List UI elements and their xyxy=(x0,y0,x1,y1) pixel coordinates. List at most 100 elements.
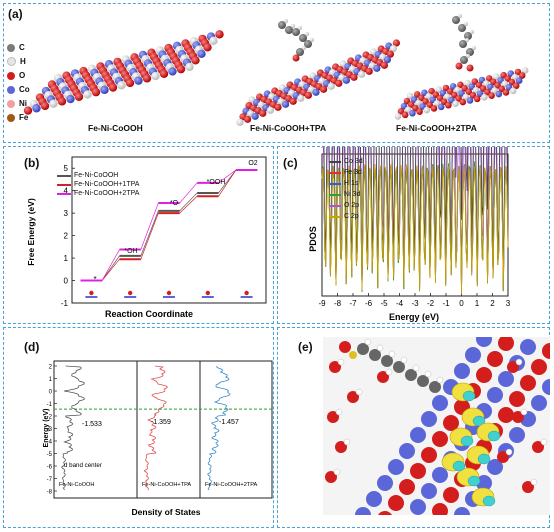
c-legend-h1s-label: H 1s xyxy=(344,180,359,187)
e-hydrogen-atom xyxy=(520,408,528,416)
e-slab-atom xyxy=(498,371,514,387)
slab-c-atom xyxy=(502,89,510,96)
e-hydrogen-atom xyxy=(333,468,341,476)
e-slab-atom xyxy=(421,483,437,499)
e-oxygen-atom xyxy=(325,471,337,483)
slab-c-atom xyxy=(416,108,423,115)
slab-c-atom xyxy=(521,67,529,74)
tpa-b-carbon xyxy=(299,34,307,42)
charge-density-structure xyxy=(323,337,550,515)
slab-a-atom xyxy=(49,99,58,108)
e-slab-atom xyxy=(410,427,426,443)
e-tpa-hydrogen xyxy=(400,356,408,364)
d-annotation: d band center xyxy=(64,462,102,469)
panel-d xyxy=(3,327,274,528)
legend-ni-label: Ni xyxy=(19,99,27,108)
slab-a-atom xyxy=(176,64,186,74)
legend-o-label: O xyxy=(19,71,26,80)
c-curve-c2p xyxy=(321,163,509,295)
tpa-c-carbon xyxy=(460,56,468,64)
e-isosurface-negative xyxy=(462,390,476,402)
e-slab-atom xyxy=(388,459,404,475)
slab-c-atom xyxy=(394,113,402,120)
tpa-c-hydrogen xyxy=(472,46,476,50)
slab-fe-ni-coooh xyxy=(23,30,224,115)
e-oxygen-atom xyxy=(512,411,524,423)
b-ytick-label: 2 xyxy=(64,232,69,241)
b-adsorbate-oxygen xyxy=(89,290,94,296)
e-isosurface-negative xyxy=(472,415,486,427)
slab-a-atom xyxy=(203,43,212,52)
b-ytick-label: 4 xyxy=(64,187,69,196)
legend-o: O xyxy=(7,71,25,80)
legend-co-label: Co xyxy=(19,85,30,94)
slab-b-atom xyxy=(392,39,400,47)
slab-c-atom xyxy=(512,82,520,90)
c-xlabel: Energy (eV) xyxy=(389,312,439,322)
slab-structures xyxy=(23,14,529,126)
e-tpa-hydrogen xyxy=(424,370,432,378)
slab-a-atom xyxy=(74,92,84,101)
d-ytick-label: 2 xyxy=(49,365,53,371)
slab-b-atom xyxy=(244,115,252,123)
e-tpa-hydrogen xyxy=(412,364,420,372)
slab-a-atom xyxy=(168,67,177,76)
slab-c-atom xyxy=(423,106,431,114)
d-center-2: -1.359 xyxy=(151,419,171,426)
slab-a-atom xyxy=(151,71,160,81)
b-legend-2-swatch xyxy=(57,183,71,186)
c-xtick-label: -2 xyxy=(427,299,435,308)
panel-d-label: (d) xyxy=(24,340,40,354)
e-tpa-carbon xyxy=(417,375,429,387)
b-legend-3-label: Fe-Ni-CoOOH+2TPA xyxy=(74,190,140,197)
atom-co-icon xyxy=(7,85,15,94)
c-xtick-label: -1 xyxy=(442,299,450,308)
e-slab-atom xyxy=(509,427,525,443)
slab-b-atom xyxy=(251,112,259,120)
e-tpa-carbon xyxy=(405,369,417,381)
d-ylabel: Energy (eV) xyxy=(43,409,50,448)
slab-b-atom xyxy=(236,118,244,126)
slab-b-atom xyxy=(335,79,343,87)
slab-b-atom xyxy=(320,85,328,93)
atom-h-icon xyxy=(7,57,16,66)
d-sub-name-1: Fe-Ni-CoOOH xyxy=(59,482,94,488)
slab-c-atom xyxy=(518,72,526,79)
e-isosurface-negative xyxy=(487,430,501,442)
c-legend-c2p-label: C 2p xyxy=(344,213,359,220)
e-slab-atom xyxy=(388,495,404,511)
e-slab-atom xyxy=(454,363,470,379)
c-legend-o2p: O 2p xyxy=(329,202,359,209)
d-dos-curve-2 xyxy=(143,365,168,491)
e-slab-atom xyxy=(476,337,492,347)
e-slab-atom xyxy=(399,443,415,459)
caption-fe-ni-coooh-2tpa: Fe-Ni-CoOOH+2TPA xyxy=(396,123,477,133)
d-ytick-label: -1 xyxy=(47,402,53,408)
b-connector-3 xyxy=(218,169,237,184)
c-legend-ni3d: Ni 3d xyxy=(329,191,360,198)
slab-b-atom xyxy=(342,76,350,84)
d-subplot-frame-2 xyxy=(136,360,201,499)
e-slab-atom xyxy=(487,387,503,403)
slab-c-atom xyxy=(509,87,517,95)
slab-c-atom xyxy=(466,97,474,104)
slab-a-atom xyxy=(32,104,41,113)
slab-a-atom xyxy=(185,62,194,72)
slab-fe-ni-coooh-tpa xyxy=(236,19,400,126)
d-subplot-frame-3 xyxy=(199,360,273,499)
slab-a-atom xyxy=(91,87,101,97)
b-connector-2 xyxy=(179,196,198,214)
b-step-o2-main: O2 xyxy=(248,160,257,167)
c-legend-o2p-label: O 2p xyxy=(344,202,360,209)
b-connector-3 xyxy=(140,202,159,250)
slab-c-atom xyxy=(473,95,481,103)
b-plot-frame xyxy=(71,156,267,304)
b-legend-3-swatch xyxy=(57,192,71,195)
b-connector-3 xyxy=(101,249,120,281)
e-hydrogen-atom xyxy=(505,448,513,456)
e-slab-atom xyxy=(366,491,382,507)
slab-c-atom xyxy=(459,98,467,106)
e-slab-atom xyxy=(378,511,392,515)
e-isosurface-negative xyxy=(482,495,496,507)
b-step-star: * xyxy=(93,275,96,284)
